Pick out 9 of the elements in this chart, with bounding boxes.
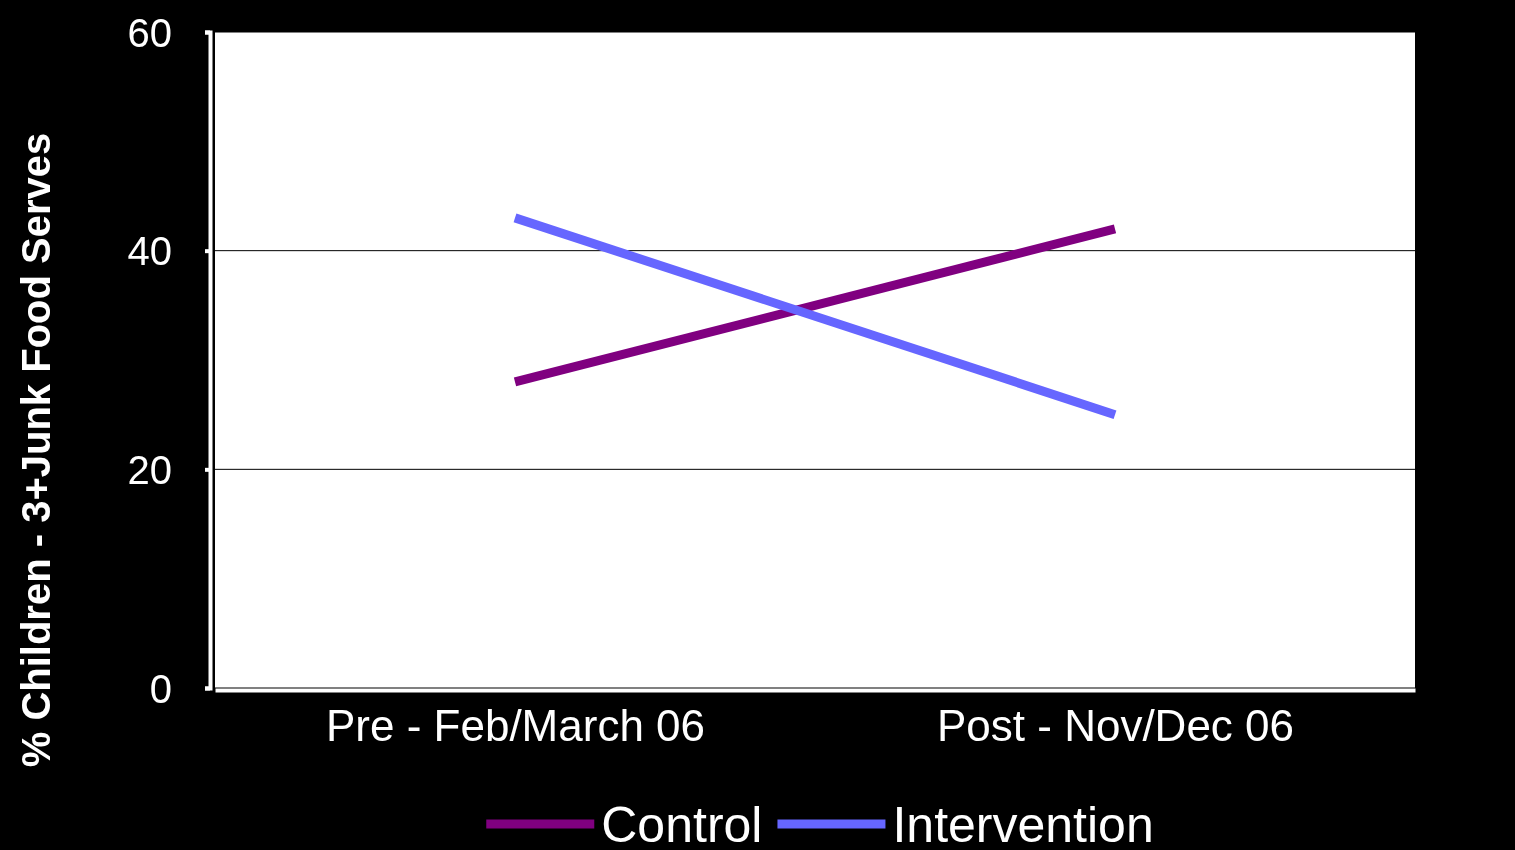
- legend-label: Control: [601, 796, 763, 850]
- x-tick-label: Pre - Feb/March 06: [325, 701, 706, 751]
- y-tick-label: 20: [127, 447, 172, 492]
- y-tick-label: 40: [127, 229, 172, 274]
- y-axis-title: % Children - 3+Junk Food Serves: [14, 132, 58, 768]
- x-tick-label: Post - Nov/Dec 06: [936, 701, 1295, 751]
- y-tick-label: 0: [149, 666, 172, 711]
- legend-label: Intervention: [892, 796, 1154, 850]
- y-tick-label: 60: [127, 10, 172, 55]
